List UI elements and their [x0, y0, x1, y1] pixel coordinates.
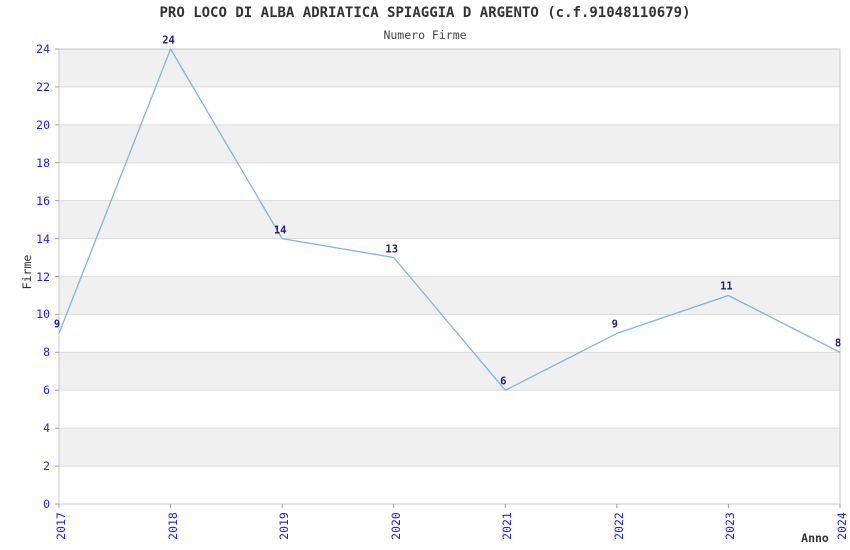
data-point-label: 9 [611, 318, 619, 331]
y-tick-label: 4 [43, 421, 50, 436]
data-point-label: 8 [834, 337, 842, 350]
band-stripe [59, 49, 840, 87]
data-point-label: 13 [385, 243, 399, 256]
band-stripe [59, 276, 840, 315]
y-tick-label: 24 [36, 42, 50, 56]
x-tick-label: 2020 [388, 512, 403, 540]
x-tick-label: 2023 [723, 512, 738, 540]
data-point-label: 11 [720, 280, 733, 293]
data-point-label: 6 [500, 375, 507, 388]
y-tick-label: 6 [43, 383, 50, 398]
band-stripe [59, 352, 840, 391]
chart-title: PRO LOCO DI ALBA ADRIATICA SPIAGGIA D AR… [159, 5, 691, 21]
y-tick-label: 10 [36, 307, 50, 322]
band-stripe [59, 124, 840, 163]
y-tick-label: 8 [43, 345, 50, 360]
chart-subtitle: Numero Firme [383, 28, 467, 42]
y-tick-label: 2 [43, 459, 50, 474]
x-tick-label: 2018 [165, 512, 180, 540]
x-tick-label: 2024 [835, 512, 849, 540]
x-axis-label: Anno [801, 531, 829, 545]
y-tick-label: 14 [36, 231, 50, 246]
x-tick-label: 2017 [54, 512, 68, 540]
data-line [58, 48, 841, 391]
band-stripe [59, 428, 840, 467]
y-tick-label: 18 [36, 155, 50, 170]
y-tick-label: 12 [36, 269, 50, 284]
x-tick-label: 2022 [611, 512, 626, 540]
y-tick-label: 16 [36, 193, 50, 208]
y-tick-label: 0 [43, 497, 50, 511]
x-tick-label: 2021 [500, 512, 515, 540]
y-tick-label: 22 [36, 79, 50, 94]
data-point-label: 24 [162, 34, 175, 47]
data-point-label: 14 [273, 224, 287, 237]
band-stripe [59, 200, 840, 239]
data-point-label: 9 [53, 318, 61, 331]
y-tick-label: 20 [36, 117, 50, 132]
x-tick-label: 2019 [277, 512, 292, 540]
